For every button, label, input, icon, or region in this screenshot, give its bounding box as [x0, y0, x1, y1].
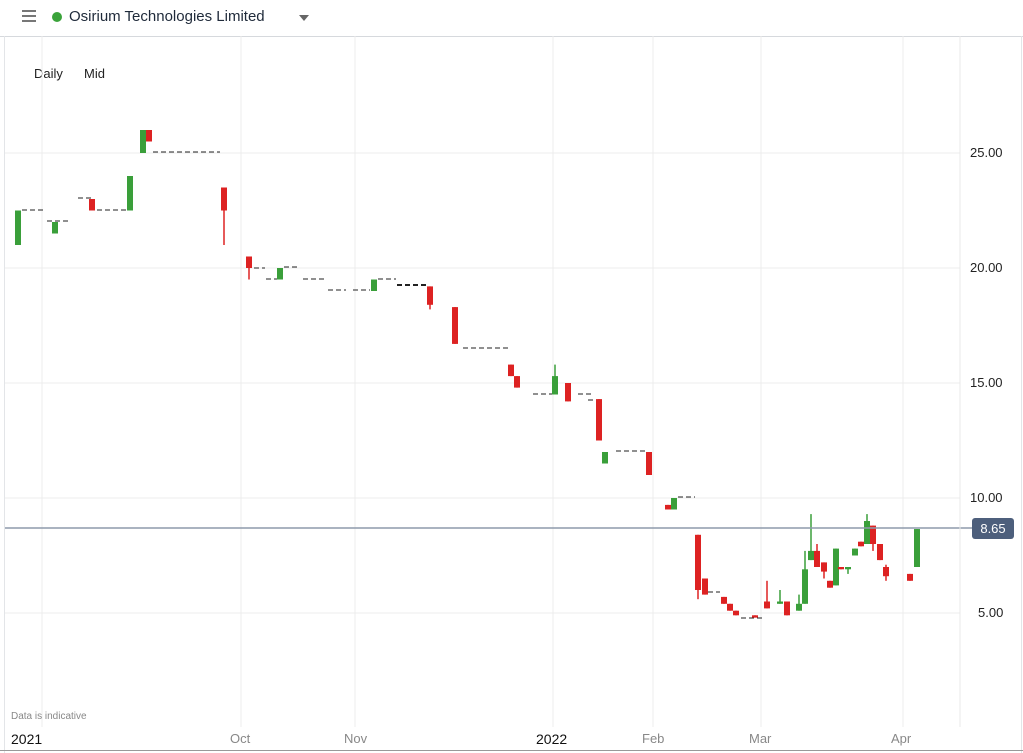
candle — [695, 534, 701, 590]
interval-selector[interactable]: Daily — [34, 66, 63, 81]
candle — [727, 603, 733, 611]
candle — [246, 256, 252, 268]
candle — [858, 541, 864, 547]
candle — [814, 550, 820, 567]
candle — [733, 610, 739, 616]
candle — [277, 268, 283, 280]
candle — [89, 199, 95, 211]
data-indicative-note: Data is indicative — [11, 711, 87, 722]
candle — [52, 222, 58, 234]
right-border — [1021, 36, 1022, 753]
candle — [646, 452, 652, 475]
candle — [552, 376, 558, 395]
y-tick-10: 10.00 — [970, 490, 1003, 505]
y-tick-25: 25.00 — [970, 145, 1003, 160]
x-tick-2021: 2021 — [11, 731, 43, 747]
candle — [452, 307, 458, 344]
left-border — [4, 36, 5, 753]
price-type-selector[interactable]: Mid — [84, 66, 105, 81]
candle — [845, 567, 851, 570]
candle — [838, 567, 844, 570]
candle — [127, 176, 133, 211]
instrument-title[interactable]: Osirium Technologies Limited — [69, 8, 265, 25]
x-tick-feb: Feb — [642, 731, 665, 746]
x-tick-oct: Oct — [230, 731, 251, 746]
candle — [808, 550, 814, 561]
header-bar: Osirium Technologies Limited — [0, 0, 1023, 37]
candle — [565, 383, 571, 402]
candle — [833, 548, 839, 586]
candle — [764, 601, 770, 609]
candle — [427, 286, 433, 305]
current-price-badge: 8.65 — [972, 518, 1014, 539]
candle — [371, 279, 377, 291]
candle — [602, 452, 608, 464]
candle — [802, 569, 808, 604]
y-tick-15: 15.00 — [970, 375, 1003, 390]
candle — [721, 596, 727, 604]
candle — [796, 603, 802, 611]
candle — [877, 544, 883, 561]
candle — [140, 130, 146, 153]
candle — [15, 210, 21, 245]
candle — [777, 601, 783, 604]
candle — [870, 525, 876, 544]
x-tick-nov: Nov — [344, 731, 368, 746]
candle — [221, 187, 227, 211]
instrument-dropdown-caret-icon[interactable] — [299, 15, 309, 21]
candle — [508, 364, 514, 377]
candle — [821, 562, 827, 572]
candle — [702, 578, 708, 595]
x-tick-mar: Mar — [749, 731, 772, 746]
navigator-border — [0, 750, 1023, 751]
candle — [883, 567, 889, 577]
candle — [784, 601, 790, 616]
market-status-dot-icon — [52, 12, 62, 22]
candle — [514, 376, 520, 388]
hamburger-menu-icon[interactable] — [22, 10, 36, 22]
y-tick-5: 5.00 — [978, 605, 1004, 620]
candle — [864, 521, 870, 544]
candle — [671, 498, 677, 510]
candle — [907, 573, 913, 581]
candle — [914, 529, 920, 567]
candle — [146, 130, 152, 142]
candles — [15, 130, 920, 618]
candle — [596, 399, 602, 441]
x-tick-2022: 2022 — [536, 731, 568, 747]
candle — [752, 615, 758, 618]
candle — [665, 504, 671, 510]
flat-day-markers — [22, 151, 765, 619]
x-tick-apr: Apr — [891, 731, 912, 746]
y-tick-20: 20.00 — [970, 260, 1003, 275]
candle — [852, 548, 858, 556]
chart-grid — [5, 36, 960, 727]
candle — [827, 580, 833, 588]
